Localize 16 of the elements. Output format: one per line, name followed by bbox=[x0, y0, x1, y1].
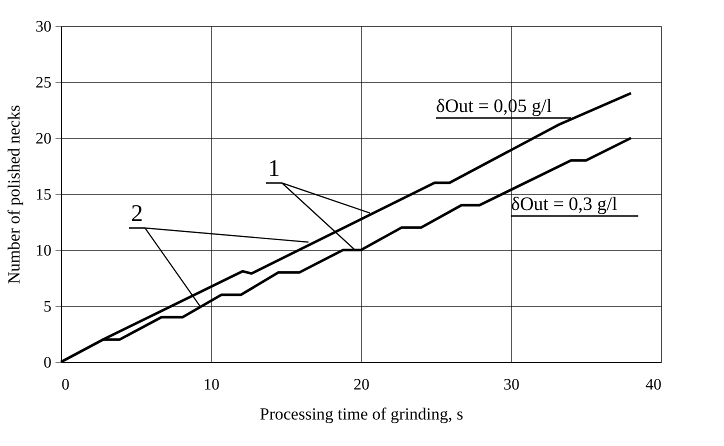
x-tick-label: 0 bbox=[62, 376, 70, 394]
y-tick-label: 15 bbox=[36, 186, 52, 204]
x-tick-label: 40 bbox=[646, 376, 662, 394]
x-axis-title: Processing time of grinding, s bbox=[260, 404, 464, 424]
y-tick-label: 30 bbox=[36, 18, 52, 36]
annotation: 1 bbox=[268, 156, 280, 182]
y-axis-title: Number of polished necks bbox=[4, 105, 24, 284]
annotation: 2 bbox=[131, 201, 143, 227]
y-tick-label: 10 bbox=[36, 242, 52, 260]
y-tick-label: 5 bbox=[44, 298, 52, 316]
x-tick-label: 10 bbox=[204, 376, 220, 394]
x-tick-label: 20 bbox=[354, 376, 370, 394]
y-tick-label: 20 bbox=[36, 130, 52, 148]
y-tick-label: 0 bbox=[44, 354, 52, 372]
x-tick-label: 30 bbox=[504, 376, 520, 394]
y-tick-label: 25 bbox=[36, 74, 52, 92]
